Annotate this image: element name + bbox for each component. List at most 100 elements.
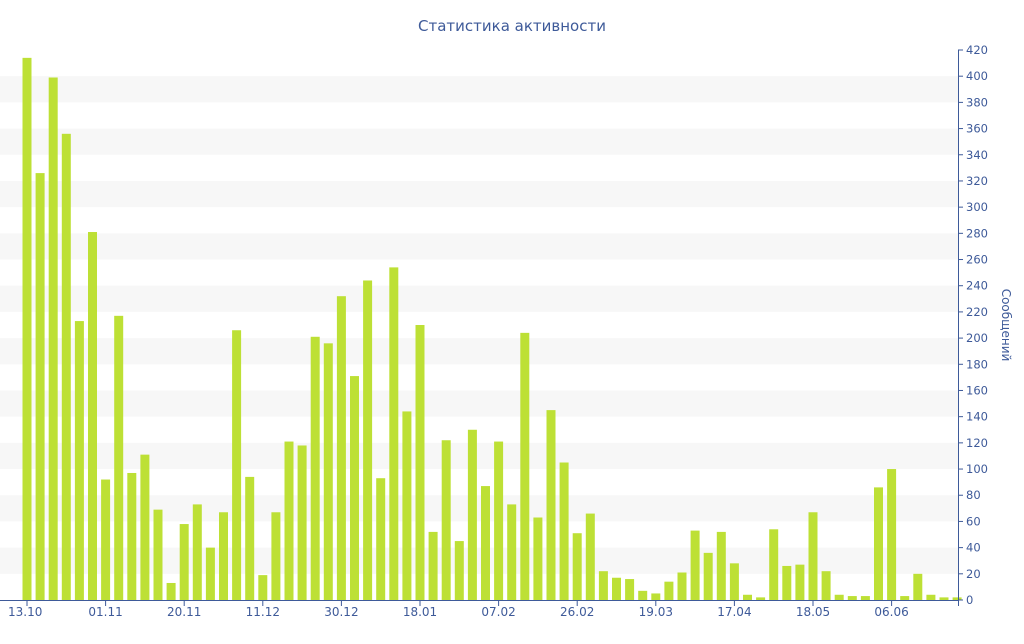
y-tick-label: 80 xyxy=(966,488,981,502)
x-tick-label: 06.06 xyxy=(874,605,908,619)
grid-band xyxy=(0,390,958,417)
bar xyxy=(638,590,648,600)
y-tick-label: 380 xyxy=(966,95,988,109)
y-tick-label: 0 xyxy=(966,593,973,607)
chart-title: Статистика активности xyxy=(418,17,606,35)
bar xyxy=(153,509,163,600)
bar xyxy=(22,57,32,601)
x-tick-label: 19.03 xyxy=(639,605,673,619)
bar xyxy=(101,479,111,600)
bar xyxy=(494,441,504,600)
bar xyxy=(952,597,962,600)
bar xyxy=(729,563,739,600)
bar xyxy=(350,376,359,600)
y-tick-label: 160 xyxy=(966,383,988,397)
bar xyxy=(507,504,517,600)
bar xyxy=(88,232,97,600)
grid-band xyxy=(0,128,958,155)
bar xyxy=(677,572,687,600)
y-tick-label: 220 xyxy=(966,305,988,319)
bar xyxy=(219,512,228,600)
bar xyxy=(481,486,490,600)
y-tick-label: 60 xyxy=(966,514,981,528)
bar xyxy=(467,429,477,600)
bar xyxy=(664,581,674,600)
grid-band xyxy=(0,338,958,365)
y-tick-label: 180 xyxy=(966,357,988,371)
x-tick-label: 17.04 xyxy=(717,605,751,619)
y-axis-label: Сообщений xyxy=(999,289,1013,362)
bar xyxy=(127,472,137,600)
bar xyxy=(651,593,661,600)
bar xyxy=(756,597,766,600)
grid-band xyxy=(0,285,958,312)
y-tick-label: 400 xyxy=(966,69,988,83)
bar xyxy=(913,573,923,600)
y-tick-label: 120 xyxy=(966,436,988,450)
y-tick-label: 280 xyxy=(966,226,988,240)
y-tick-label: 20 xyxy=(966,567,981,581)
bar xyxy=(376,478,386,600)
x-tick-label: 11.12 xyxy=(246,605,280,619)
bar xyxy=(834,594,844,600)
bar xyxy=(860,596,870,600)
bar xyxy=(572,533,582,600)
bar xyxy=(546,410,556,600)
y-tick-label: 100 xyxy=(966,462,988,476)
y-tick-label: 240 xyxy=(966,279,988,293)
bar xyxy=(939,597,949,600)
bar xyxy=(415,325,425,600)
x-tick-label: 18.05 xyxy=(796,605,830,619)
bar xyxy=(428,531,438,600)
bar xyxy=(716,531,726,600)
grid-band xyxy=(0,442,958,470)
grid-band xyxy=(0,233,958,260)
x-tick-label: 13.10 xyxy=(8,605,42,619)
bar xyxy=(625,579,635,600)
bar xyxy=(454,541,464,600)
x-tick-label: 01.11 xyxy=(88,605,122,619)
bar xyxy=(310,336,320,600)
y-tick-label: 340 xyxy=(966,148,988,162)
bar xyxy=(782,565,792,600)
bar xyxy=(323,343,333,600)
bar xyxy=(743,594,752,600)
y-tick-label: 360 xyxy=(966,122,988,136)
bar xyxy=(245,476,255,600)
bar xyxy=(297,445,307,600)
bar xyxy=(847,596,857,600)
x-tick-label: 20.11 xyxy=(167,605,201,619)
y-tick-label: 140 xyxy=(966,410,988,424)
x-tick-label: 26.02 xyxy=(560,605,594,619)
bar xyxy=(258,575,268,600)
y-tick-label: 420 xyxy=(966,43,988,57)
grid-bands xyxy=(0,76,958,574)
bar xyxy=(585,513,595,600)
bar xyxy=(48,77,58,600)
bar xyxy=(808,512,818,600)
bar xyxy=(232,330,242,600)
y-tick-label: 40 xyxy=(966,541,981,555)
bar xyxy=(271,512,281,600)
axes-group: 0 20 40 60 80 100 120 140 160 180 200 220 240 260 280 3… xyxy=(0,43,988,619)
bar xyxy=(612,577,621,600)
bar xyxy=(887,469,897,600)
bar xyxy=(900,596,910,600)
bar xyxy=(559,462,569,600)
bar xyxy=(192,504,202,600)
x-tick-label: 07.02 xyxy=(481,605,515,619)
bar xyxy=(114,315,124,600)
y-tick-label: 320 xyxy=(966,174,988,188)
bar xyxy=(441,440,451,600)
bar xyxy=(363,280,373,600)
bar xyxy=(533,517,543,600)
bar xyxy=(402,411,412,600)
bar xyxy=(389,267,399,600)
bars-group xyxy=(22,57,962,601)
bar xyxy=(690,530,700,600)
bar xyxy=(61,133,71,600)
bar xyxy=(769,529,779,600)
bar xyxy=(336,296,346,600)
bar xyxy=(703,552,713,600)
bar xyxy=(874,487,883,600)
